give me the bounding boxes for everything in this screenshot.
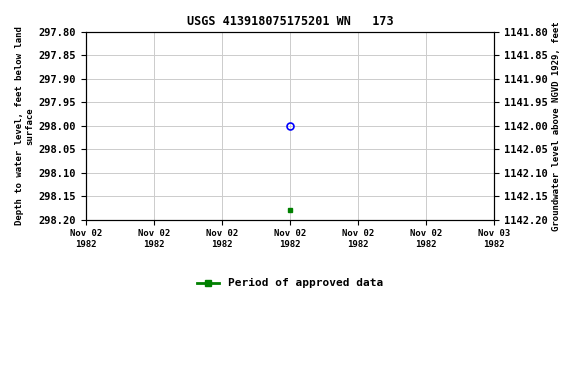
Y-axis label: Depth to water level, feet below land
surface: Depth to water level, feet below land su…	[15, 26, 35, 225]
Y-axis label: Groundwater level above NGVD 1929, feet: Groundwater level above NGVD 1929, feet	[552, 21, 561, 231]
Title: USGS 413918075175201 WN   173: USGS 413918075175201 WN 173	[187, 15, 393, 28]
Legend: Period of approved data: Period of approved data	[192, 274, 388, 293]
